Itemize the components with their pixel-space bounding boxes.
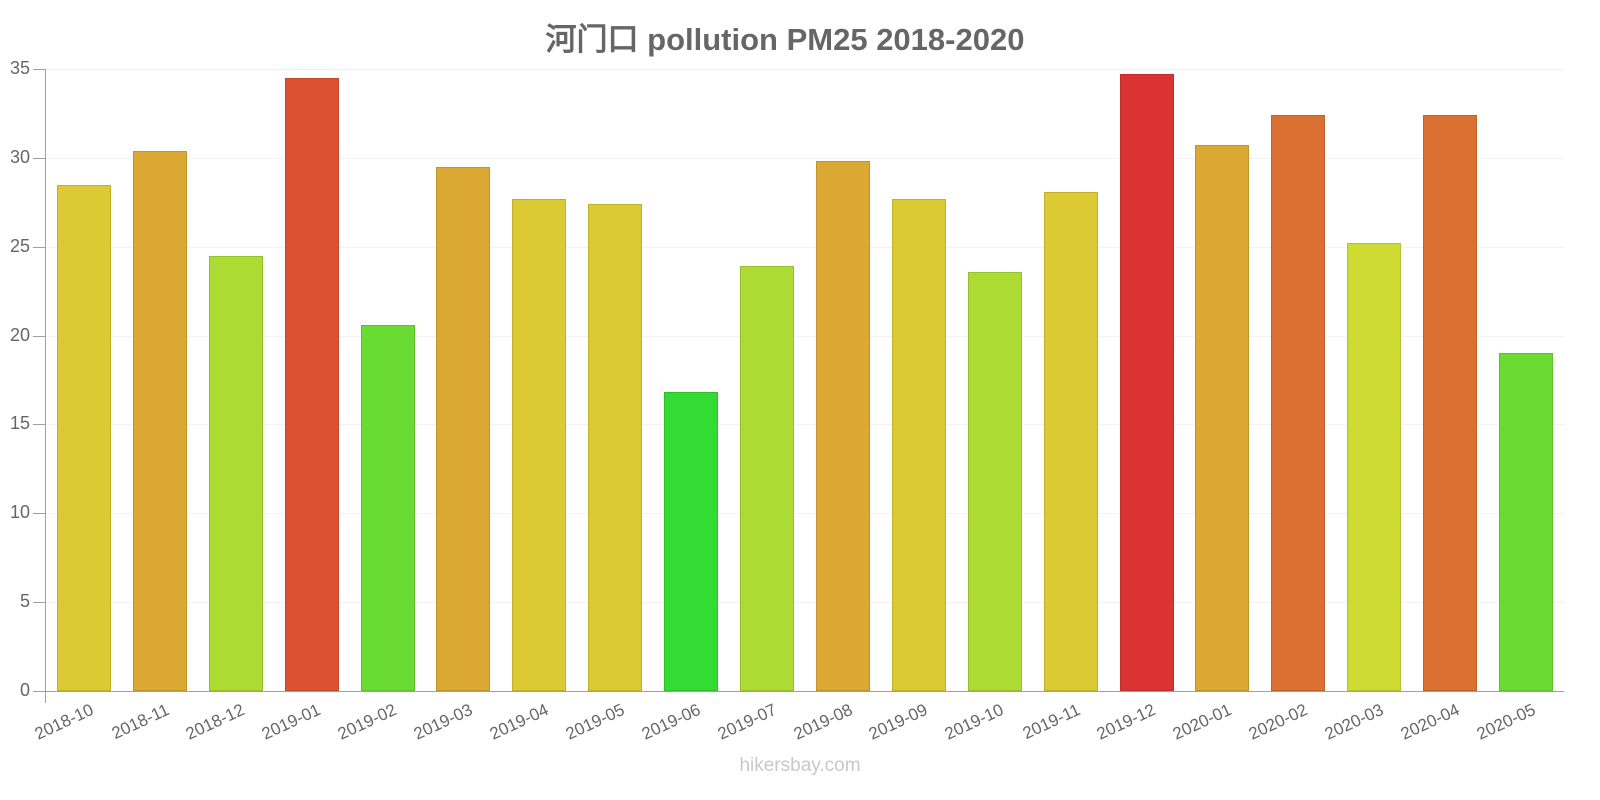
y-tick-label: 10 (9, 502, 30, 523)
x-axis-line (33, 691, 1564, 692)
bar-2019-02[interactable] (360, 324, 415, 691)
bar-2020-04[interactable] (1423, 115, 1478, 691)
bar-2019-10[interactable] (967, 271, 1022, 691)
x-tick-label: 2019-04 (486, 700, 552, 744)
x-tick-label: 2019-09 (866, 700, 931, 744)
source-credit: hikersbay.com (739, 755, 861, 776)
bar-2020-02[interactable] (1271, 115, 1326, 691)
bar-2020-05[interactable] (1499, 353, 1554, 691)
bar-2019-08[interactable] (815, 161, 870, 691)
x-tick-label: 2019-08 (790, 700, 855, 744)
y-tick-label: 25 (9, 235, 30, 256)
bar-2019-07[interactable] (740, 266, 795, 691)
x-tick-label: 2018-10 (31, 700, 96, 744)
y-tick-label: 15 (9, 413, 30, 434)
y-tick-mark (33, 602, 45, 604)
bar-2020-01[interactable] (1195, 145, 1250, 691)
y-tick-mark (33, 246, 45, 248)
bar-2018-12[interactable] (208, 255, 263, 691)
y-tick-mark (33, 691, 45, 692)
gridline (46, 602, 1564, 604)
y-tick-mark (33, 69, 45, 70)
y-tick-mark (33, 157, 45, 159)
gridline (46, 246, 1564, 248)
bar-2019-11[interactable] (1043, 191, 1098, 691)
bar-2019-12[interactable] (1119, 74, 1174, 691)
bar-2019-01[interactable] (284, 77, 339, 691)
x-tick-label: 2018-11 (108, 700, 172, 744)
x-tick-label: 2018-12 (183, 700, 248, 744)
plot-area (46, 69, 1564, 691)
bar-2018-11[interactable] (132, 150, 187, 691)
gridline (46, 69, 1564, 70)
bar-2019-06[interactable] (664, 392, 719, 691)
x-tick-label: 2019-12 (1094, 700, 1159, 744)
x-tick-label: 2020-05 (1473, 700, 1539, 744)
x-tick-label: 2019-05 (562, 700, 628, 744)
bar-2019-05[interactable] (588, 204, 643, 691)
x-tick-label: 2019-03 (410, 700, 476, 744)
x-tick-label: 2019-06 (638, 700, 704, 744)
y-tick-mark (33, 335, 45, 337)
x-tick-label: 2020-01 (1169, 700, 1235, 744)
y-tick-label: 35 (9, 58, 30, 78)
gridline (46, 157, 1564, 159)
bar-2020-03[interactable] (1347, 243, 1402, 691)
x-tick-label: 2020-02 (1245, 700, 1311, 744)
x-tick-label: 2020-04 (1397, 700, 1463, 744)
x-tick-label: 2020-03 (1321, 700, 1387, 744)
gridline (46, 513, 1564, 515)
chart-title: 河门口 pollution PM25 2018-2020 (545, 22, 1025, 57)
gridline (46, 424, 1564, 426)
bar-2018-10[interactable] (56, 184, 111, 691)
gridline (46, 335, 1564, 337)
y-axis-line (45, 69, 46, 703)
x-tick-label: 2019-02 (335, 700, 400, 744)
y-tick-label: 30 (9, 146, 30, 167)
x-tick-label: 2019-10 (942, 700, 1007, 744)
x-tick-label: 2019-07 (714, 700, 780, 744)
x-tick-label: 2019-01 (259, 700, 324, 744)
y-tick-mark (33, 424, 45, 426)
bar-2019-04[interactable] (512, 198, 567, 691)
bar-2019-03[interactable] (436, 166, 491, 691)
y-tick-label: 0 (19, 680, 30, 700)
y-tick-label: 5 (19, 591, 30, 612)
bar-2019-09[interactable] (891, 198, 946, 691)
y-tick-mark (33, 513, 45, 515)
x-tick-label: 2019-11 (1019, 700, 1083, 744)
y-tick-label: 20 (9, 324, 30, 345)
